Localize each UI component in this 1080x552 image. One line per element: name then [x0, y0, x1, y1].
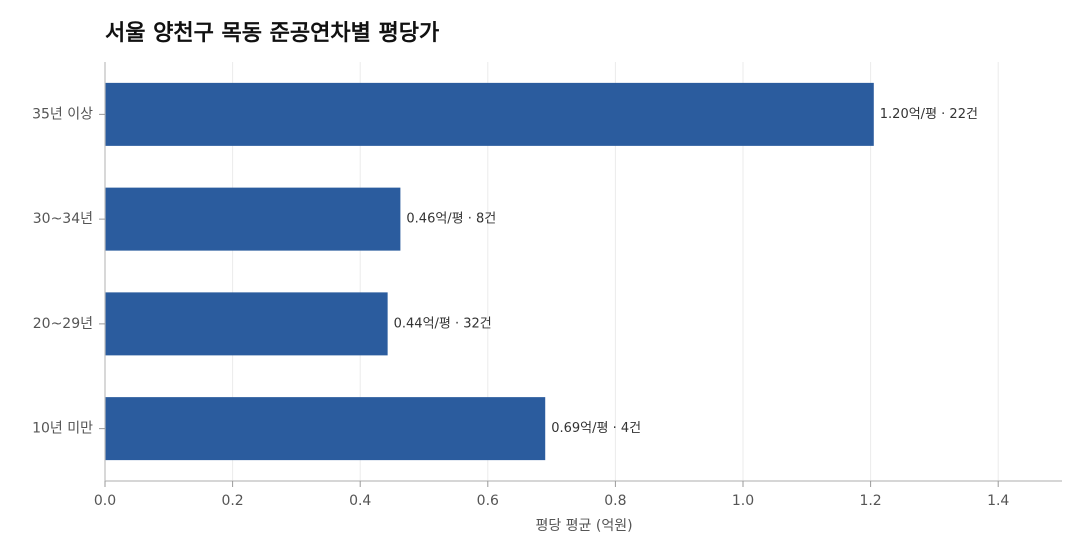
x-axis-label: 평당 평균 (억원): [535, 518, 632, 534]
bar: [105, 292, 388, 356]
x-tick-label: 1.0: [732, 493, 754, 509]
bar: [105, 82, 874, 146]
data-labels: 1.20억/평 · 22건 0.46억/평 · 8건 0.44억/평 · 32건 0.…: [394, 107, 978, 436]
chart-title: 서울 양천구 목동 준공연차별 평당가: [105, 21, 439, 46]
bar-value-label: 1.20억/평 · 22건: [880, 107, 978, 122]
bar: [105, 397, 546, 461]
bars: [105, 82, 874, 461]
x-tick-label: 0.4: [349, 493, 371, 509]
y-tick-label: 30~34년: [33, 211, 93, 227]
x-tick-label: 0.8: [604, 493, 626, 509]
x-ticks: 0.0 0.2 0.4 0.6 0.8 1.0 1.2 1.4: [94, 481, 1009, 509]
x-tick-label: 0.2: [221, 493, 243, 509]
y-tick-label: 20~29년: [33, 316, 93, 332]
axes: [104, 62, 1062, 482]
x-tick-label: 0.0: [94, 493, 116, 509]
y-tick-label: 35년 이상: [32, 106, 93, 122]
y-tick-label: 10년 미만: [32, 421, 93, 437]
x-tick-label: 1.2: [859, 493, 881, 509]
x-tick-label: 1.4: [987, 493, 1009, 509]
bar-value-label: 0.44억/평 · 32건: [394, 316, 492, 331]
bar: [105, 187, 401, 251]
x-tick-label: 0.6: [477, 493, 499, 509]
y-ticks: 35년 이상 30~34년 20~29년 10년 미만: [32, 106, 105, 437]
bar-value-label: 0.46억/평 · 8건: [406, 212, 496, 227]
bar-value-label: 0.69억/평 · 4건: [551, 421, 641, 436]
